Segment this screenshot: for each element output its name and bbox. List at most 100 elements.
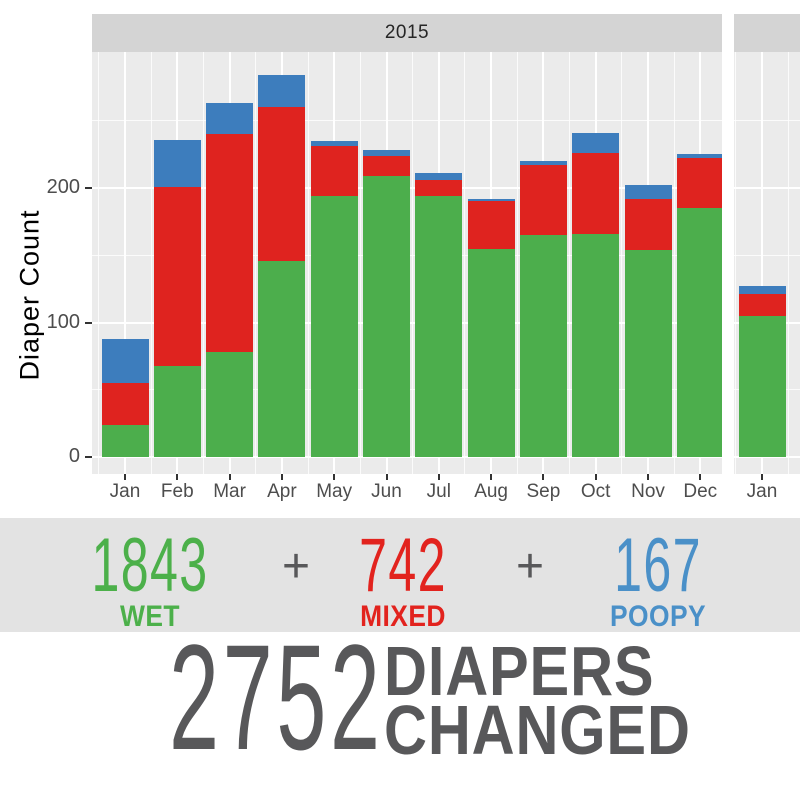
bar-segment-wet [519, 235, 567, 457]
bar-segment-poopy [467, 198, 515, 202]
bar-segment-poopy [206, 103, 254, 135]
x-tick-label: Feb [160, 481, 194, 502]
gridline-minor-vertical [359, 52, 361, 474]
facet-label-2015: 2015 [384, 22, 430, 43]
wet-label: WET [120, 600, 180, 633]
y-tick-label: 100 [46, 310, 80, 333]
summary-band [0, 518, 800, 632]
bar-segment-wet [415, 196, 463, 457]
x-tick-label: Dec [683, 481, 718, 502]
bar-segment-wet [310, 196, 358, 457]
y-axis-tick [85, 187, 92, 189]
bar-segment-wet [101, 424, 149, 457]
total-caption-line1: DIAPERS [384, 632, 655, 710]
gridline-minor-vertical [98, 52, 100, 474]
facet-strip-2015: 2015 [92, 14, 722, 52]
x-tick-label: Nov [631, 481, 665, 502]
total-section [0, 632, 800, 796]
bar-segment-mixed [415, 179, 463, 197]
x-axis-tick [385, 474, 388, 480]
gridline-minor-vertical [202, 52, 204, 474]
x-tick-label: Jan [746, 481, 778, 502]
x-axis-tick [490, 474, 493, 480]
diaper-chart: 2015 Diaper Count Jan Feb Mar Apr May Jun Jul A… [14, 14, 800, 502]
x-tick-label: Mar [213, 481, 246, 502]
x-axis-tick [228, 474, 231, 480]
bar-segment-poopy [310, 140, 358, 147]
bar-segment-poopy [415, 173, 463, 180]
poopy-count: 167 [614, 523, 702, 608]
gridline-minor-vertical [735, 52, 737, 474]
x-axis-tick [699, 474, 702, 480]
bar-segment-wet [206, 352, 254, 457]
bar-segment-wet [624, 249, 672, 457]
summary-mixed: 742 MIXED [308, 528, 498, 632]
bar-segment-poopy [572, 132, 620, 154]
x-axis-tick [333, 474, 336, 480]
x-axis-tick [124, 474, 126, 480]
mixed-label: MIXED [360, 600, 446, 633]
bar-segment-mixed [624, 198, 672, 250]
gridline-minor-vertical [787, 52, 789, 474]
gridline-major-vertical [761, 52, 763, 474]
bar-segment-poopy [363, 150, 410, 156]
facet-strip-next-year [734, 14, 800, 52]
summary-poopy: 167 POOPY [563, 528, 753, 632]
x-axis-tick [542, 474, 545, 480]
y-axis-title: Diaper Count [14, 209, 45, 381]
bar-segment-poopy [258, 75, 306, 108]
bar-segment-wet [467, 248, 515, 457]
x-tick-label: Jul [426, 481, 451, 502]
gridline-minor-vertical [673, 52, 675, 474]
gridline-minor-horizontal [92, 120, 722, 122]
x-tick-label: Apr [267, 481, 297, 502]
x-tick-label: Jun [371, 481, 402, 502]
bar-segment-wet [363, 175, 410, 457]
bar-segment-poopy [738, 286, 786, 295]
y-tick-label: 0 [68, 445, 80, 467]
bar-segment-poopy [676, 154, 722, 159]
x-tick-label: Sep [526, 481, 561, 502]
bar-segment-wet [153, 365, 201, 457]
plot-panel-next-year [734, 52, 800, 474]
x-axis-tick [647, 474, 649, 480]
bar-segment-poopy [624, 185, 672, 199]
x-axis-tick [176, 474, 179, 480]
total-caption-line2: CHANGED [384, 690, 691, 769]
x-axis-tick [280, 474, 283, 480]
bar-segment-mixed [519, 165, 567, 236]
gridline-major-horizontal [92, 456, 722, 458]
plot-panel-2015 [92, 52, 722, 474]
gridline-minor-vertical [569, 52, 571, 474]
gridline-minor-vertical [307, 52, 309, 474]
bar-segment-mixed [363, 155, 410, 176]
gridline-minor-horizontal [734, 120, 800, 122]
gridline-minor-horizontal [734, 254, 800, 256]
x-axis-tick [437, 474, 440, 480]
wet-count: 1843 [91, 523, 209, 608]
bar-segment-wet [258, 260, 306, 457]
x-tick-label: May [316, 481, 353, 502]
bar-segment-mixed [310, 146, 358, 197]
gridline-minor-vertical [150, 52, 152, 474]
bar-segment-mixed [572, 153, 620, 234]
total-caption: DIAPERS CHANGED [384, 632, 691, 769]
gridline-minor-vertical [412, 52, 414, 474]
y-tick-label: 200 [46, 176, 80, 198]
bar-segment-mixed [467, 201, 515, 249]
gridline-minor-vertical [621, 52, 623, 474]
x-tick-label: Aug [474, 481, 508, 502]
bar-segment-poopy [101, 338, 149, 383]
bar-segment-mixed [258, 107, 306, 261]
bar-segment-mixed [738, 294, 786, 316]
bar-segment-mixed [676, 158, 722, 209]
gridline-major-horizontal [734, 187, 800, 189]
bar-segment-mixed [153, 186, 201, 366]
plus-sign-2: + [515, 540, 545, 593]
y-axis-tick [85, 321, 92, 324]
gridline-minor-vertical [464, 52, 466, 474]
x-axis-tick [594, 474, 597, 480]
bar-segment-mixed [101, 383, 149, 425]
bar-segment-poopy [153, 139, 201, 187]
